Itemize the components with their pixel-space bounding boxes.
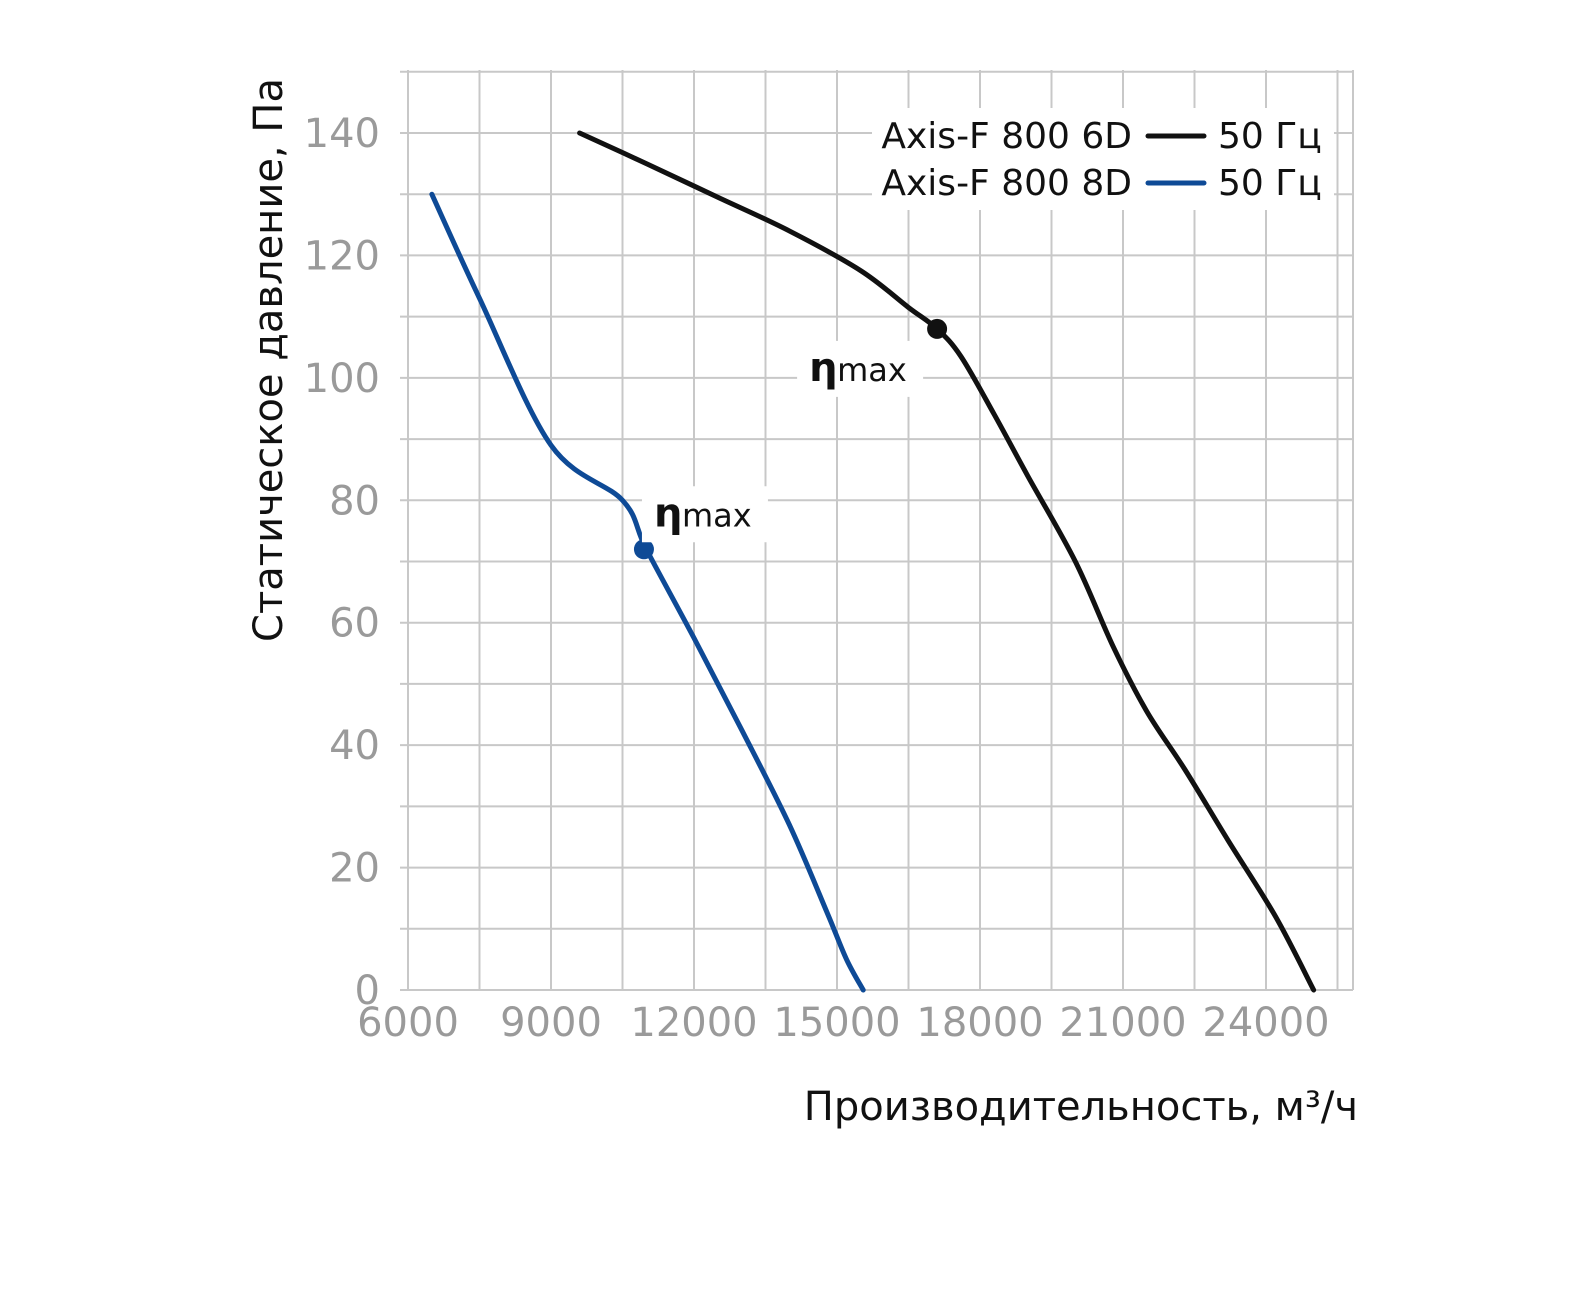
eta-max-point-1 — [927, 318, 948, 339]
y-tick-label: 60 — [329, 601, 380, 647]
y-tick-label: 140 — [304, 111, 380, 157]
legend: Axis-F 800 6D 50 Гц Axis-F 800 8D 50 Гц — [872, 108, 1334, 210]
y-tick-label: 20 — [329, 846, 380, 892]
x-tick-label: 21000 — [1059, 1000, 1186, 1046]
eta-max-label-bg-1 — [797, 340, 924, 397]
y-tick-label: 40 — [329, 723, 380, 769]
x-tick-label: 15000 — [773, 1000, 900, 1046]
x-tick-label: 12000 — [630, 1000, 757, 1046]
eta-max-sub-1: max — [837, 351, 907, 389]
eta-max-label-bg-2 — [641, 486, 768, 543]
series-line-1 — [577, 130, 1317, 993]
y-tick-label: 0 — [355, 968, 380, 1014]
eta-max-point-2 — [633, 539, 654, 560]
y-axis-title: Статическое давление, Па — [246, 78, 292, 642]
legend-background — [872, 108, 1334, 210]
y-tick-label: 80 — [329, 478, 380, 524]
eta-max-symbol-1: η — [809, 345, 837, 391]
series-line-2 — [429, 191, 866, 993]
x-tick-label: 18000 — [916, 1000, 1043, 1046]
x-axis-title: Производительность, м³/ч — [804, 1084, 1358, 1130]
legend-entry-suffix-2: 50 Гц — [1218, 163, 1322, 204]
tick-labels: 6000 9000 12000 15000 18000 21000 24000 0 20 40 60… — [304, 111, 1330, 1046]
eta-max-symbol-2: η — [654, 490, 682, 536]
y-tick-label: 100 — [304, 356, 380, 402]
legend-entry-name-1: Axis-F 800 6D — [881, 116, 1132, 157]
x-tick-label: 9000 — [500, 1000, 602, 1046]
legend-entry-name-2: Axis-F 800 8D — [881, 163, 1132, 204]
y-tick-label: 120 — [304, 233, 380, 279]
x-tick-label: 6000 — [357, 1000, 459, 1046]
eta-max-sub-2: max — [682, 496, 752, 534]
legend-entry-suffix-1: 50 Гц — [1218, 116, 1322, 157]
x-tick-label: 24000 — [1202, 1000, 1329, 1046]
